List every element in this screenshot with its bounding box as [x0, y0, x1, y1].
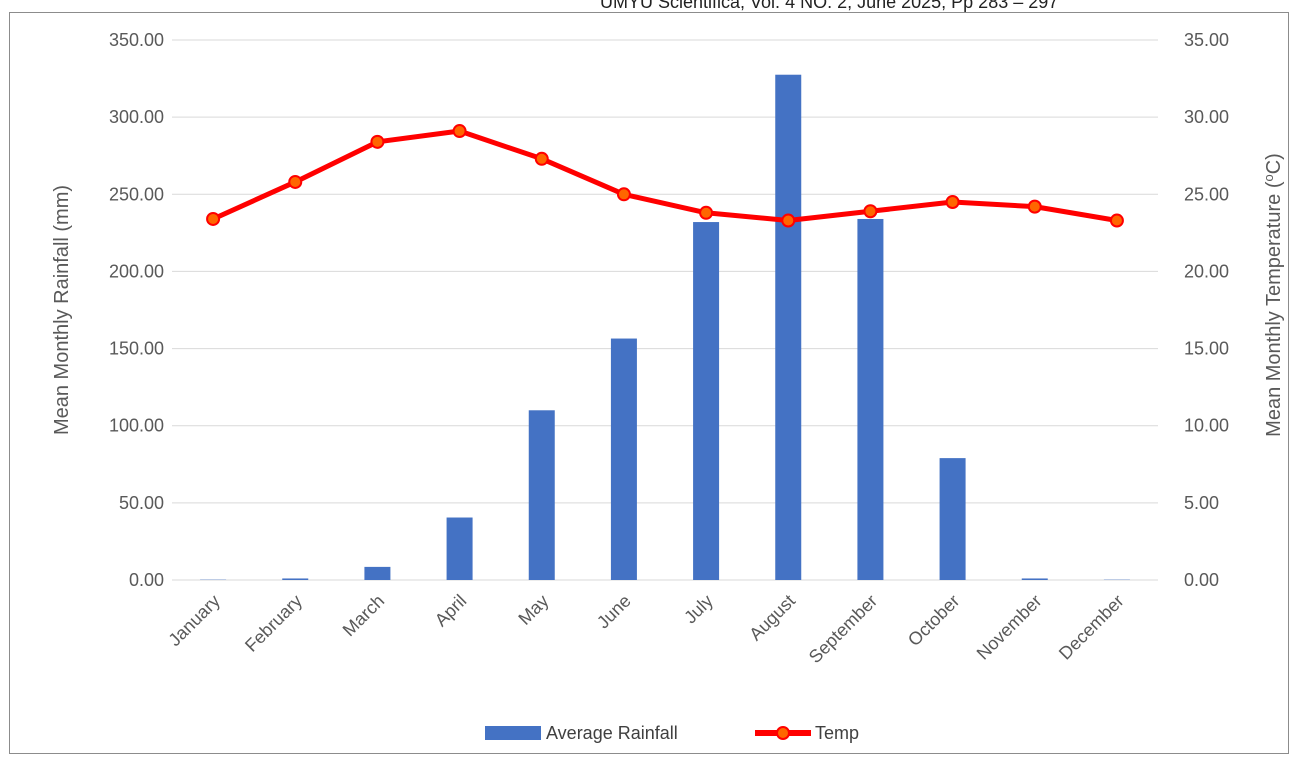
x-tick-label: August [745, 591, 799, 645]
temp-point-october [945, 195, 960, 209]
temp-point-january [206, 211, 221, 226]
x-tick-label: October [904, 591, 963, 650]
bar-june [610, 338, 637, 580]
legend-label-average-rainfall: Average Rainfall [546, 723, 678, 743]
x-tick-label: September [805, 591, 881, 667]
x-tick-label: December [1055, 591, 1128, 664]
bar-july [693, 222, 720, 581]
right-axis-title-unit: C) [1263, 153, 1285, 174]
line-series-temp [206, 124, 1124, 228]
bar-march [364, 566, 391, 580]
temp-point-may [534, 151, 549, 166]
temp-point-february [288, 174, 303, 189]
x-tick-label: April [431, 591, 471, 631]
right-axis-title-main: Mean Monthly Temperature ( [1263, 181, 1285, 437]
left-tick-label: 50.00 [119, 493, 164, 513]
x-tick-label: March [339, 591, 389, 641]
right-tick-label: 20.00 [1184, 261, 1229, 281]
left-tick-label: 100.00 [109, 416, 164, 436]
temp-line [212, 128, 1118, 224]
bar-may [528, 410, 555, 580]
temp-point-december [1109, 213, 1124, 228]
left-tick-label: 300.00 [109, 107, 164, 127]
right-tick-label: 30.00 [1184, 107, 1229, 127]
legend-swatch-bar [485, 726, 541, 740]
bar-october [939, 458, 966, 580]
x-tick-label: January [164, 591, 223, 650]
left-tick-label: 200.00 [109, 261, 164, 281]
right-axis-title: Mean Monthly Temperature (oC) [1261, 153, 1286, 437]
right-tick-label: 35.00 [1184, 30, 1229, 50]
x-tick-label: February [241, 591, 306, 656]
left-tick-label: 0.00 [129, 570, 164, 590]
chart-frame [9, 12, 1289, 754]
x-axis-ticks: January February March April May June July Augu… [164, 591, 1127, 667]
left-tick-label: 250.00 [109, 184, 164, 204]
temp-point-april [452, 124, 467, 139]
bar-august [775, 74, 802, 580]
bar-september [857, 218, 884, 580]
left-tick-label: 150.00 [109, 339, 164, 359]
journal-header: UMYU Scientifica, Vol. 4 NO. 2, June 202… [600, 0, 1059, 12]
temp-point-august [781, 213, 796, 228]
bar-november [1021, 578, 1048, 580]
x-tick-label: July [680, 591, 717, 628]
bar-series-average-rainfall [200, 74, 1130, 581]
temp-point-june [616, 187, 631, 202]
left-tick-label: 350.00 [109, 30, 164, 50]
gridlines [172, 39, 1158, 581]
legend-swatch-marker [776, 726, 790, 740]
right-axis-title-sup: o [1261, 174, 1276, 181]
left-axis-title: Mean Monthly Rainfall (mm) [51, 185, 73, 435]
right-tick-label: 5.00 [1184, 493, 1219, 513]
bar-april [446, 517, 473, 580]
temp-point-november [1027, 199, 1042, 214]
bar-february [282, 578, 309, 580]
legend: Average Rainfall Temp [485, 723, 859, 743]
legend-label-temp: Temp [815, 723, 859, 743]
temp-point-march [370, 134, 385, 149]
temp-point-september [863, 204, 878, 219]
temp-point-july [699, 205, 714, 220]
right-tick-label: 0.00 [1184, 570, 1219, 590]
right-tick-label: 15.00 [1184, 339, 1229, 359]
right-tick-label: 10.00 [1184, 416, 1229, 436]
left-axis-ticks: 0.00 50.00 100.00 150.00 200.00 250.00 300.00 3… [109, 30, 164, 590]
right-axis-ticks: 0.00 5.00 10.00 15.00 20.00 25.00 30.00 35.00 [1184, 30, 1229, 590]
x-tick-label: November [973, 591, 1046, 664]
x-tick-label: June [593, 591, 635, 633]
right-tick-label: 25.00 [1184, 184, 1229, 204]
x-tick-label: May [514, 591, 552, 629]
